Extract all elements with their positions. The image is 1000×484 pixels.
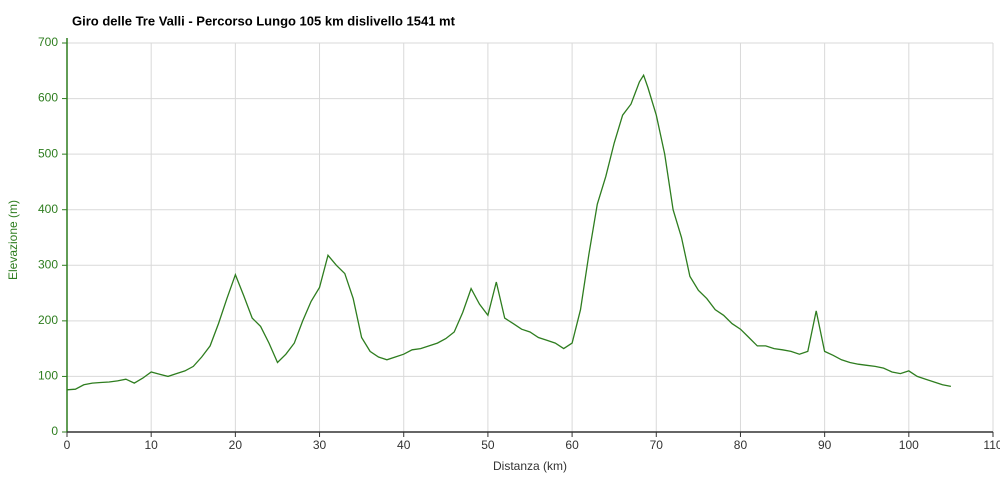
y-tick-label: 200 (38, 313, 58, 327)
y-tick-label: 600 (38, 91, 58, 105)
x-tick-label: 80 (734, 438, 748, 452)
x-tick-label: 40 (397, 438, 411, 452)
x-tick-label: 100 (899, 438, 919, 452)
x-axis-label: Distanza (km) (493, 459, 567, 473)
x-tick-label: 20 (229, 438, 243, 452)
y-tick-label: 700 (38, 35, 58, 49)
x-tick-label: 60 (565, 438, 579, 452)
y-tick-label: 300 (38, 257, 58, 271)
x-tick-label: 110 (983, 438, 1000, 452)
x-tick-label: 90 (818, 438, 832, 452)
y-axis-label: Elevazione (m) (6, 200, 20, 280)
elevation-line (66, 73, 952, 391)
y-tick-label: 400 (38, 202, 58, 216)
x-tick-label: 10 (145, 438, 159, 452)
x-tick-label: 50 (481, 438, 495, 452)
x-tick-label: 30 (313, 438, 327, 452)
chart-title: Giro delle Tre Valli - Percorso Lungo 10… (72, 13, 456, 28)
x-tick-label: 70 (650, 438, 664, 452)
y-tick-label: 100 (38, 369, 58, 383)
x-tick-label: 0 (64, 438, 71, 452)
y-tick-label: 500 (38, 146, 58, 160)
y-tick-label: 0 (51, 424, 58, 438)
